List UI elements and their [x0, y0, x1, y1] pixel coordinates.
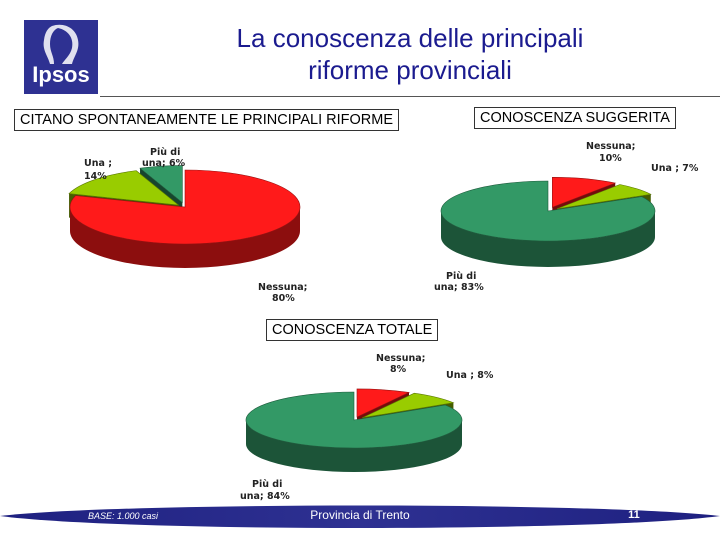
slice-una: [556, 184, 652, 210]
title-line-2: riforme provinciali: [308, 55, 512, 85]
logo-head-icon: [43, 24, 79, 64]
chart2-label-una: Una ; 7%: [651, 163, 699, 174]
chart2-title: CONOSCENZA SUGGERITA: [474, 107, 676, 129]
slice-side-piu: [246, 420, 462, 472]
chart2-value-nessuna: 10%: [599, 153, 622, 164]
footer-center-text: Provincia di Trento: [310, 508, 410, 522]
chart1-label-piu: Più di: [150, 147, 180, 158]
ipsos-logo: Ipsos: [24, 20, 98, 94]
chart3-label-una: Una ; 8%: [446, 370, 494, 381]
logo-text: Ipsos: [32, 62, 90, 87]
page-number: 11: [628, 509, 640, 521]
chart1-label-una: Una ;: [84, 158, 112, 169]
pie-chart-totale: [245, 388, 463, 472]
pie-chart-suggerita: [440, 176, 656, 267]
base-note: BASE: 1.000 casi: [88, 511, 159, 521]
slice-piu: [440, 180, 656, 242]
slice-una: [362, 392, 455, 419]
chart2-label-nessuna: Nessuna;: [586, 141, 635, 152]
chart2-label-piu: Più di: [446, 271, 476, 282]
slice-una: [68, 170, 180, 206]
pie-chart-spontanea: [68, 165, 301, 268]
chart1-value-piu: una; 6%: [142, 158, 186, 169]
footer-bar: [0, 505, 720, 528]
chart1-label-nessuna: Nessuna;: [258, 282, 307, 293]
slice-nessuna: [356, 388, 411, 418]
chart1-value-una: 14%: [84, 171, 107, 182]
title-divider: [100, 96, 720, 97]
chart3-title: CONOSCENZA TOTALE: [266, 319, 439, 341]
chart3-value-piu: una; 84%: [240, 491, 290, 502]
slice-nessuna: [69, 169, 301, 245]
slice-side-piu: [441, 211, 655, 267]
chart3-label-nessuna: Nessuna;: [376, 353, 425, 364]
chart3-label-piu: Più di: [252, 479, 282, 490]
slice-side-nessuna: [70, 207, 300, 268]
page-title: La conoscenza delle principali riforme p…: [150, 22, 670, 86]
slice-piu: [245, 391, 463, 449]
slice-piu: [139, 165, 183, 204]
title-line-1: La conoscenza delle principali: [236, 23, 584, 53]
chart1-value-nessuna: 80%: [272, 293, 295, 304]
chart2-value-piu: una; 83%: [434, 282, 484, 293]
chart1-title: CITANO SPONTANEAMENTE LE PRINCIPALI RIFO…: [14, 109, 400, 131]
chart3-value-nessuna: 8%: [390, 364, 407, 375]
slice-nessuna: [552, 176, 617, 208]
